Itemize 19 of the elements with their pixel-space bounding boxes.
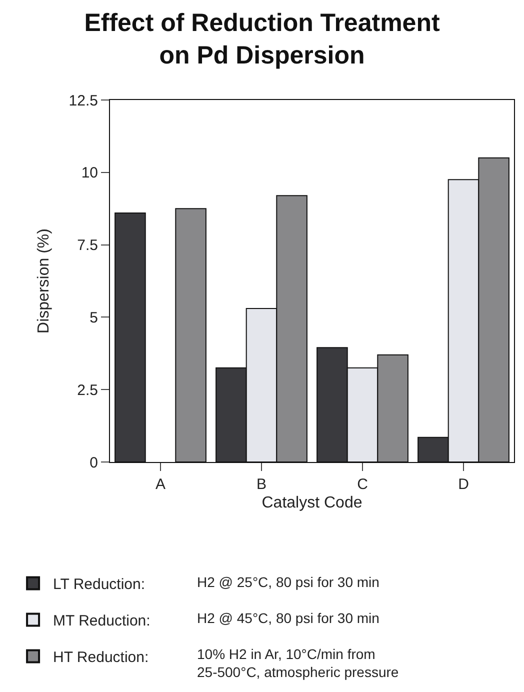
chart-title: Effect of Reduction Treatment on Pd Dispersion [84,9,440,70]
legend-label: HT Reduction: [53,649,149,666]
y-tick-label: 12.5 [68,92,98,110]
y-tick-label: 10 [81,164,98,182]
y-tick-label: 7.5 [77,237,98,254]
legend-label: LT Reduction: [53,576,146,594]
text: 10% H2 in Ar, 10°C/min from 25-500°C, atmospheric pressure [197,646,399,680]
x-tick-label: D [458,476,470,493]
x-tick-label: B [256,476,267,493]
x-tick-label: C [357,476,368,493]
y-tick-label: 2.5 [77,382,98,399]
text: H2 @ 45°C, 80 psi for 30 min [197,610,380,626]
y-tick-label: 5 [90,309,98,326]
y-axis-title: Dispersion (%) [36,228,53,334]
text: H2 @ 25°C, 80 psi for 30 min [197,574,380,590]
y-tick-label: 0 [90,454,98,472]
legend-label: MT Reduction: [53,612,150,630]
x-axis-title: Catalyst Code [262,494,362,512]
x-tick-label: A [155,476,166,493]
